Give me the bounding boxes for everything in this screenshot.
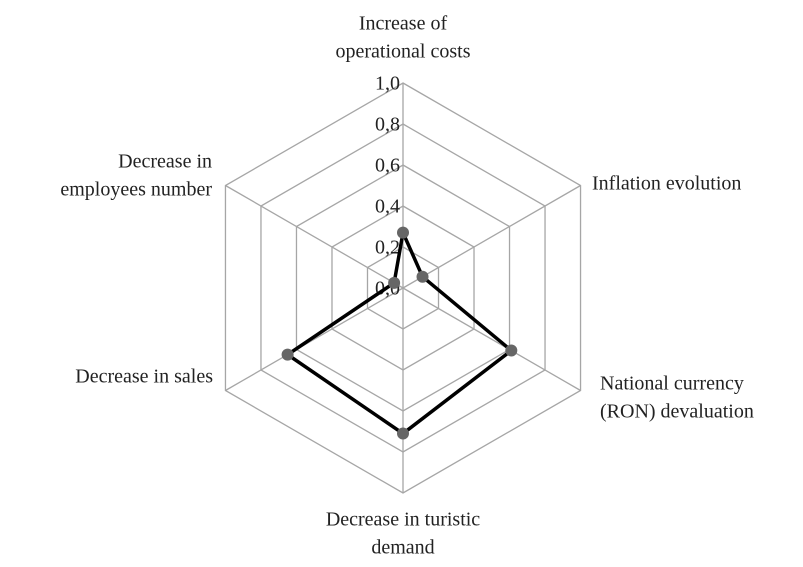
- category-label: Inflation evolution: [592, 173, 741, 195]
- r-tick-label: 0,2: [375, 237, 400, 259]
- data-point: [505, 344, 518, 357]
- category-label: (RON) devaluation: [600, 401, 754, 423]
- data-point: [397, 226, 409, 239]
- r-tick-label: 1,0: [375, 73, 400, 95]
- spoke: [225, 287, 404, 392]
- category-label: National currency: [600, 373, 744, 395]
- category-label: demand: [371, 537, 434, 559]
- spoke: [402, 287, 581, 392]
- category-label: Decrease in: [118, 151, 212, 173]
- data-point: [388, 276, 401, 289]
- category-label: Decrease in turistic: [326, 509, 480, 531]
- spoke: [225, 184, 404, 289]
- category-label: operational costs: [336, 41, 471, 63]
- data-point: [281, 348, 294, 361]
- data-point: [397, 427, 409, 440]
- category-label: employees number: [60, 179, 212, 201]
- r-tick-label: 0,4: [375, 196, 400, 218]
- data-point: [416, 270, 429, 283]
- r-tick-label: 0,6: [375, 155, 400, 177]
- category-label: Decrease in sales: [75, 366, 213, 388]
- spoke: [402, 184, 581, 289]
- r-tick-label: 0,8: [375, 114, 400, 136]
- series-line: [284, 226, 515, 436]
- category-label: Increase of: [359, 13, 448, 35]
